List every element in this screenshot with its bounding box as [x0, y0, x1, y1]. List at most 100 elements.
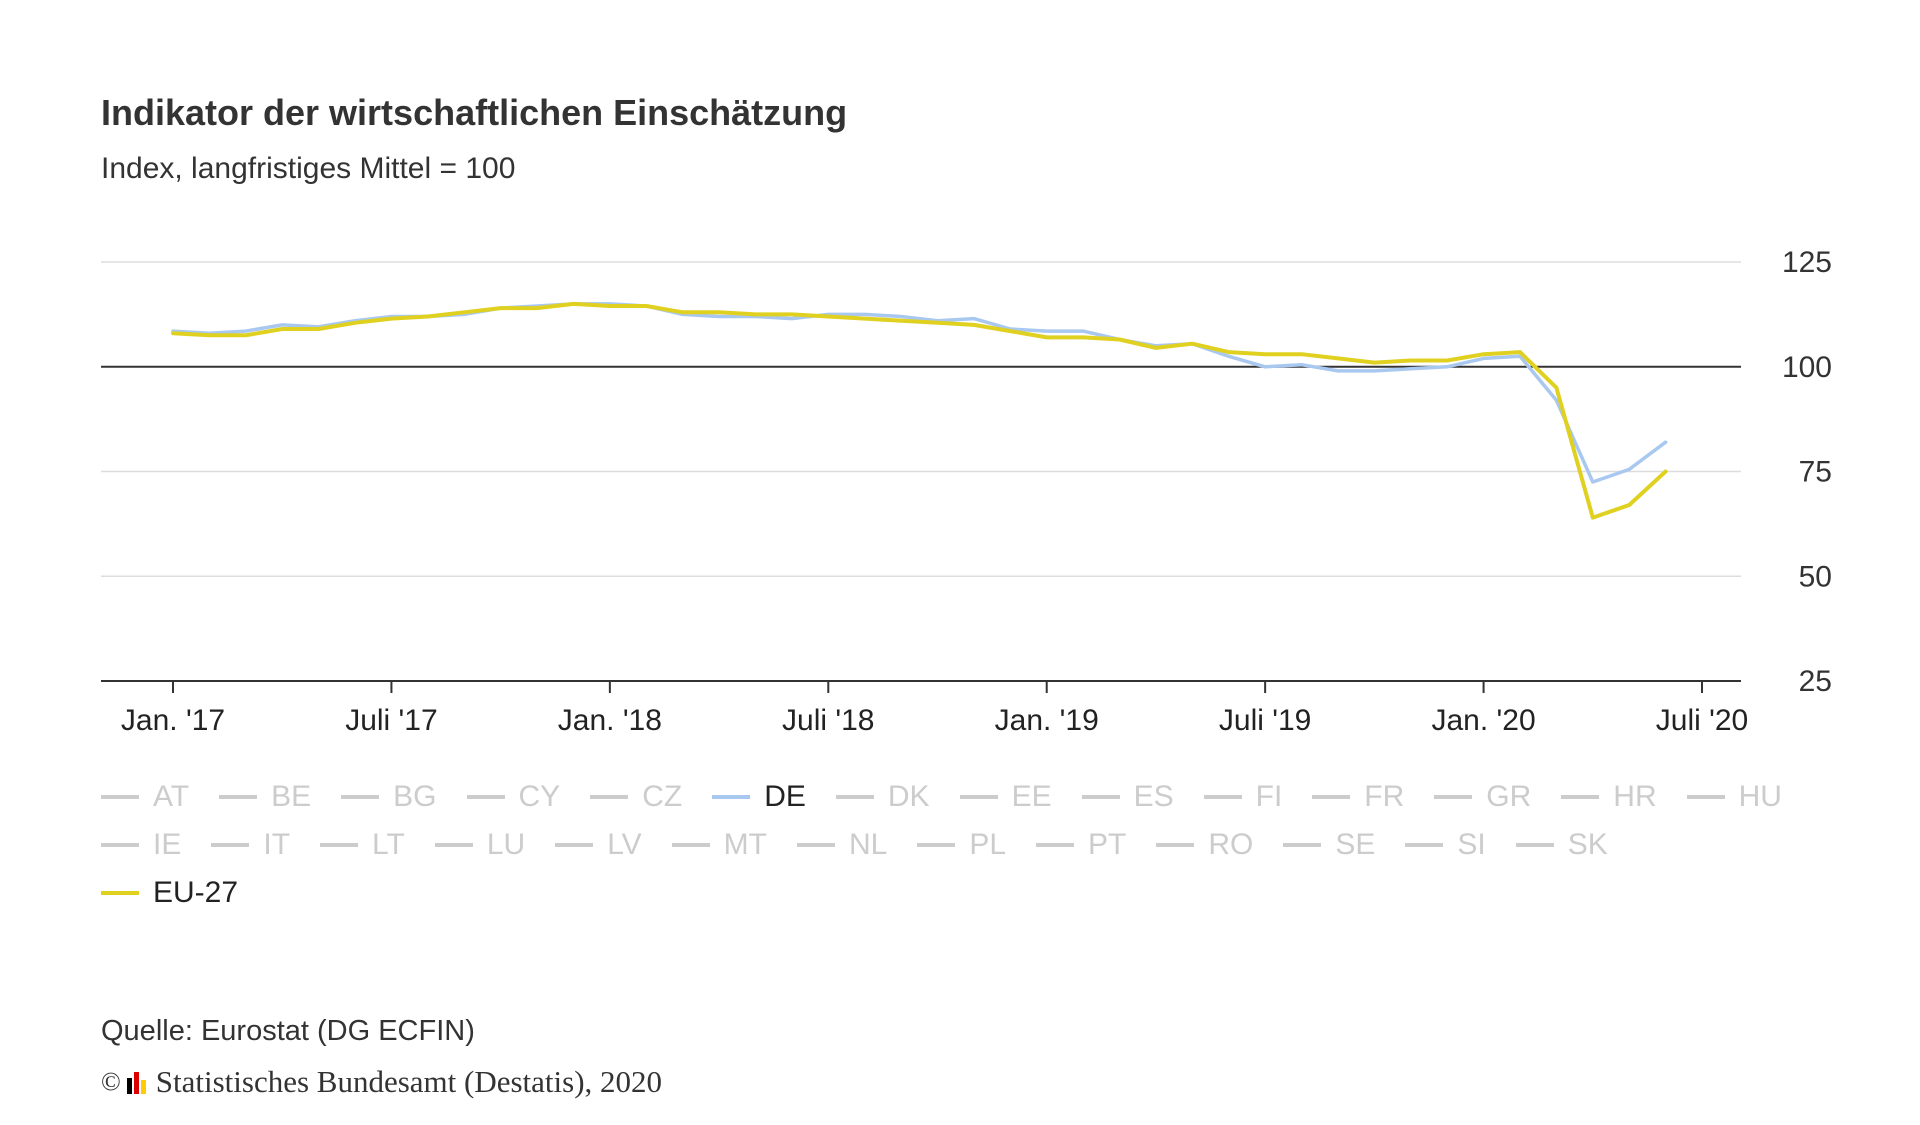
legend-swatch — [671, 843, 710, 847]
legend-swatch — [555, 843, 594, 847]
legend-label: DE — [764, 780, 806, 813]
legend-label: NL — [848, 828, 888, 861]
legend-row: IE IT LT LU LV MT NL PL PT RO SE SI SK — [101, 821, 1781, 869]
legend-swatch — [1203, 795, 1242, 799]
legend-item-cy[interactable]: CY — [466, 780, 561, 814]
series-layer — [171, 301, 1668, 520]
copyright-symbol: © — [101, 1067, 121, 1096]
legend-row: AT BE BG CY CZ DE DK EE ES FI FR GR HR HU — [101, 773, 1782, 821]
legend-label: RO — [1208, 828, 1254, 861]
legend-label: HU — [1738, 780, 1782, 813]
legend-item-bg[interactable]: BG — [341, 780, 437, 814]
logo-bar — [140, 1080, 146, 1094]
destatis-logo-icon — [126, 1070, 148, 1094]
legend-label: LT — [372, 828, 405, 861]
legend-label: FI — [1255, 780, 1283, 813]
legend-label: EE — [1011, 780, 1052, 813]
legend-label: IE — [153, 828, 182, 861]
legend-label: PT — [1088, 828, 1127, 861]
legend-item-gr[interactable]: GR — [1434, 780, 1531, 814]
legend-item-eu-27[interactable]: EU-27 — [101, 876, 238, 910]
legend-label: SK — [1567, 828, 1608, 861]
legend-label: SE — [1335, 828, 1376, 861]
legend-label: LU — [486, 828, 526, 861]
legend-swatch — [1312, 795, 1351, 799]
legend-item-mt[interactable]: MT — [671, 828, 767, 862]
legend-item-lu[interactable]: LU — [434, 828, 526, 862]
legend-item-hu[interactable]: HU — [1686, 780, 1782, 814]
legend-swatch — [1561, 795, 1600, 799]
legend-swatch — [917, 843, 956, 847]
legend-swatch — [1405, 843, 1444, 847]
legend-item-it[interactable]: IT — [211, 828, 290, 862]
y-tick-label: 125 — [1782, 246, 1832, 279]
series-line-eu-27[interactable] — [171, 301, 1668, 520]
legend-label: FR — [1364, 780, 1405, 813]
legend-swatch — [101, 891, 139, 895]
x-tick-label: Jan. '17 — [121, 704, 225, 737]
legend-swatch — [101, 843, 139, 847]
legend-swatch — [1515, 843, 1554, 847]
legend-label: GR — [1486, 780, 1532, 813]
y-tick-label: 25 — [1799, 665, 1832, 698]
chart-subtitle: Index, langfristiges Mittel = 100 — [101, 152, 516, 185]
legend-item-sk[interactable]: SK — [1515, 828, 1608, 862]
legend-label: SI — [1457, 828, 1486, 861]
legend-swatch — [1686, 795, 1725, 799]
legend: AT BE BG CY CZ DE DK EE ES FI FR GR HR HU IE IT LT LU LV MT… — [101, 773, 1782, 917]
legend-label: HR — [1613, 780, 1657, 813]
series-line-de[interactable] — [171, 302, 1668, 484]
legend-swatch — [1283, 843, 1322, 847]
legend-item-ie[interactable]: IE — [101, 828, 181, 862]
legend-label: IT — [263, 828, 291, 861]
legend-item-es[interactable]: ES — [1081, 780, 1174, 814]
legend-item-at[interactable]: AT — [101, 780, 189, 814]
legend-label: EU-27 — [153, 876, 239, 909]
legend-item-pt[interactable]: PT — [1036, 828, 1126, 862]
x-tick-label: Jan. '20 — [1432, 704, 1536, 737]
legend-swatch — [320, 843, 359, 847]
legend-label: DK — [887, 780, 930, 813]
legend-item-dk[interactable]: DK — [835, 780, 930, 814]
legend-item-se[interactable]: SE — [1283, 828, 1375, 862]
legend-item-cz[interactable]: CZ — [590, 780, 682, 814]
legend-label: CY — [518, 780, 561, 813]
legend-swatch — [959, 795, 998, 799]
legend-swatch — [1434, 795, 1473, 799]
legend-swatch — [712, 795, 751, 799]
y-tick-label: 50 — [1799, 560, 1832, 593]
legend-item-si[interactable]: SI — [1405, 828, 1486, 862]
legend-item-pl[interactable]: PL — [917, 828, 1006, 862]
legend-label: ES — [1133, 780, 1174, 813]
legend-item-lt[interactable]: LT — [320, 828, 405, 862]
legend-item-ee[interactable]: EE — [959, 780, 1052, 814]
legend-item-de[interactable]: DE — [712, 780, 806, 814]
legend-swatch — [1156, 843, 1195, 847]
legend-swatch — [341, 795, 380, 799]
legend-swatch — [1036, 843, 1075, 847]
grid-layer — [101, 261, 1741, 682]
logo-bar — [133, 1072, 139, 1094]
legend-item-fi[interactable]: FI — [1203, 780, 1283, 814]
legend-swatch — [835, 795, 874, 799]
legend-item-fr[interactable]: FR — [1312, 780, 1404, 814]
x-tick-label: Juli '18 — [782, 704, 874, 737]
x-tick-label: Jan. '19 — [995, 704, 1099, 737]
legend-item-hr[interactable]: HR — [1561, 780, 1657, 814]
legend-item-nl[interactable]: NL — [796, 828, 888, 862]
legend-swatch — [796, 843, 835, 847]
line-chart: 125 100 75 50 25 Jan. '17 Juli '17 Jan. '18 Jul… — [101, 246, 1832, 737]
chart-title: Indikator der wirtschaftlichen Einschätz… — [101, 92, 848, 133]
legend-row: EU-27 — [101, 869, 1781, 917]
x-tick-label: Juli '17 — [345, 704, 437, 737]
legend-swatch — [101, 795, 139, 799]
legend-label: BG — [393, 780, 437, 813]
legend-item-lv[interactable]: LV — [555, 828, 642, 862]
legend-item-ro[interactable]: RO — [1156, 828, 1253, 862]
source-note: Quelle: Eurostat (DG ECFIN) — [101, 1015, 475, 1047]
legend-label: BE — [271, 780, 312, 813]
y-axis-ticks: 125 100 75 50 25 — [1782, 246, 1832, 698]
legend-swatch — [1081, 795, 1120, 799]
legend-item-be[interactable]: BE — [219, 780, 311, 814]
logo-bar — [126, 1078, 132, 1094]
